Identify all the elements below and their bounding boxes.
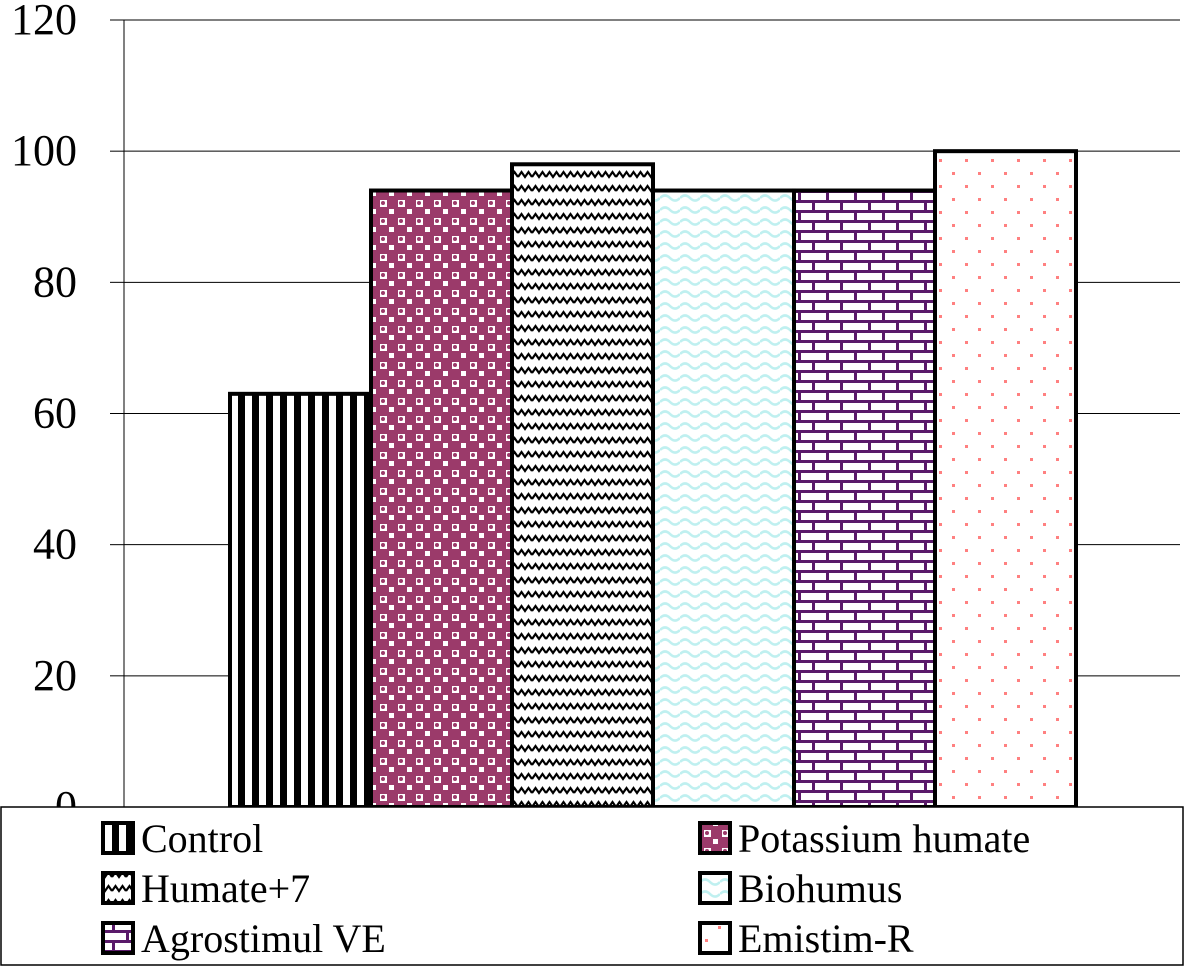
bar-potassium-humate bbox=[369, 188, 514, 809]
legend-swatch-agrostimul-ve bbox=[101, 921, 135, 955]
legend-label-emistim-r: Emistim-R bbox=[738, 916, 914, 961]
bar-control bbox=[228, 391, 373, 809]
legend-swatch-humate-7 bbox=[101, 871, 135, 905]
legend-box bbox=[0, 806, 1184, 966]
legend: Control Potassium humate Humate+7 Biohumus A… bbox=[0, 806, 1184, 966]
bar-biohumus bbox=[651, 188, 796, 809]
legend-label-agrostimul-ve: Agrostimul VE bbox=[141, 916, 386, 961]
bar-emistim-r bbox=[933, 149, 1078, 809]
legend-swatch-biohumus bbox=[698, 871, 732, 905]
y-axis: 020406080100120 bbox=[11, 0, 1180, 831]
bar-humate-7 bbox=[510, 162, 655, 810]
legend-swatch-emistim-r bbox=[698, 921, 732, 955]
legend-label-biohumus: Biohumus bbox=[738, 866, 902, 911]
y-tick-label: 60 bbox=[33, 389, 77, 438]
legend-swatch-potassium-humate bbox=[698, 821, 732, 855]
legend-label-potassium-humate: Potassium humate bbox=[738, 816, 1030, 861]
legend-label-control: Control bbox=[141, 816, 263, 861]
y-tick-label: 100 bbox=[11, 126, 77, 175]
bar-agrostimul-ve bbox=[792, 188, 937, 809]
y-tick-label: 120 bbox=[11, 0, 77, 44]
y-tick-label: 20 bbox=[33, 651, 77, 700]
bars bbox=[228, 149, 1078, 810]
y-tick-label: 40 bbox=[33, 520, 77, 569]
legend-label-humate-7: Humate+7 bbox=[141, 866, 310, 911]
y-tick-label: 80 bbox=[33, 257, 77, 306]
legend-swatch-control bbox=[101, 821, 135, 855]
